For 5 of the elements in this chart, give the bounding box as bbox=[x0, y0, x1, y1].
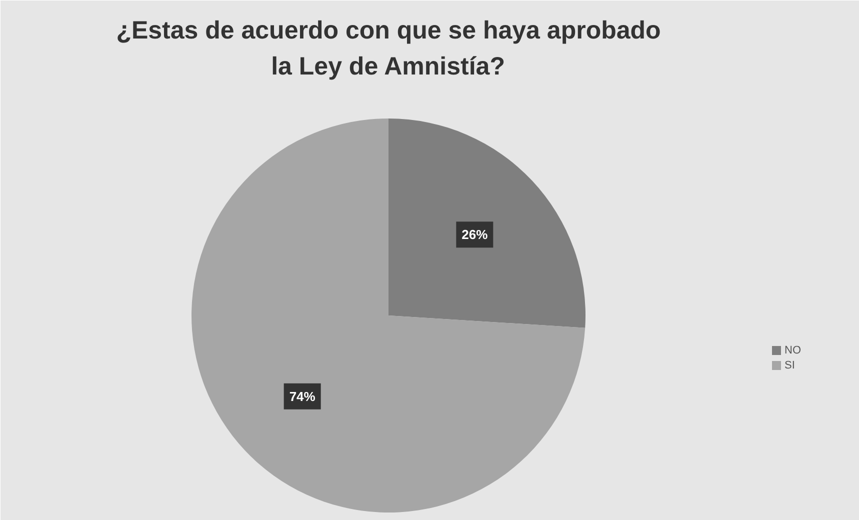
legend-label: NO bbox=[784, 344, 802, 356]
chart-title: ¿Estas de acuerdo con que se haya aprobado la Ley de Amnistía? bbox=[116, 16, 661, 80]
data-label: 74% bbox=[289, 388, 316, 404]
data-label: 26% bbox=[462, 227, 488, 242]
legend-label: SI bbox=[784, 360, 795, 372]
